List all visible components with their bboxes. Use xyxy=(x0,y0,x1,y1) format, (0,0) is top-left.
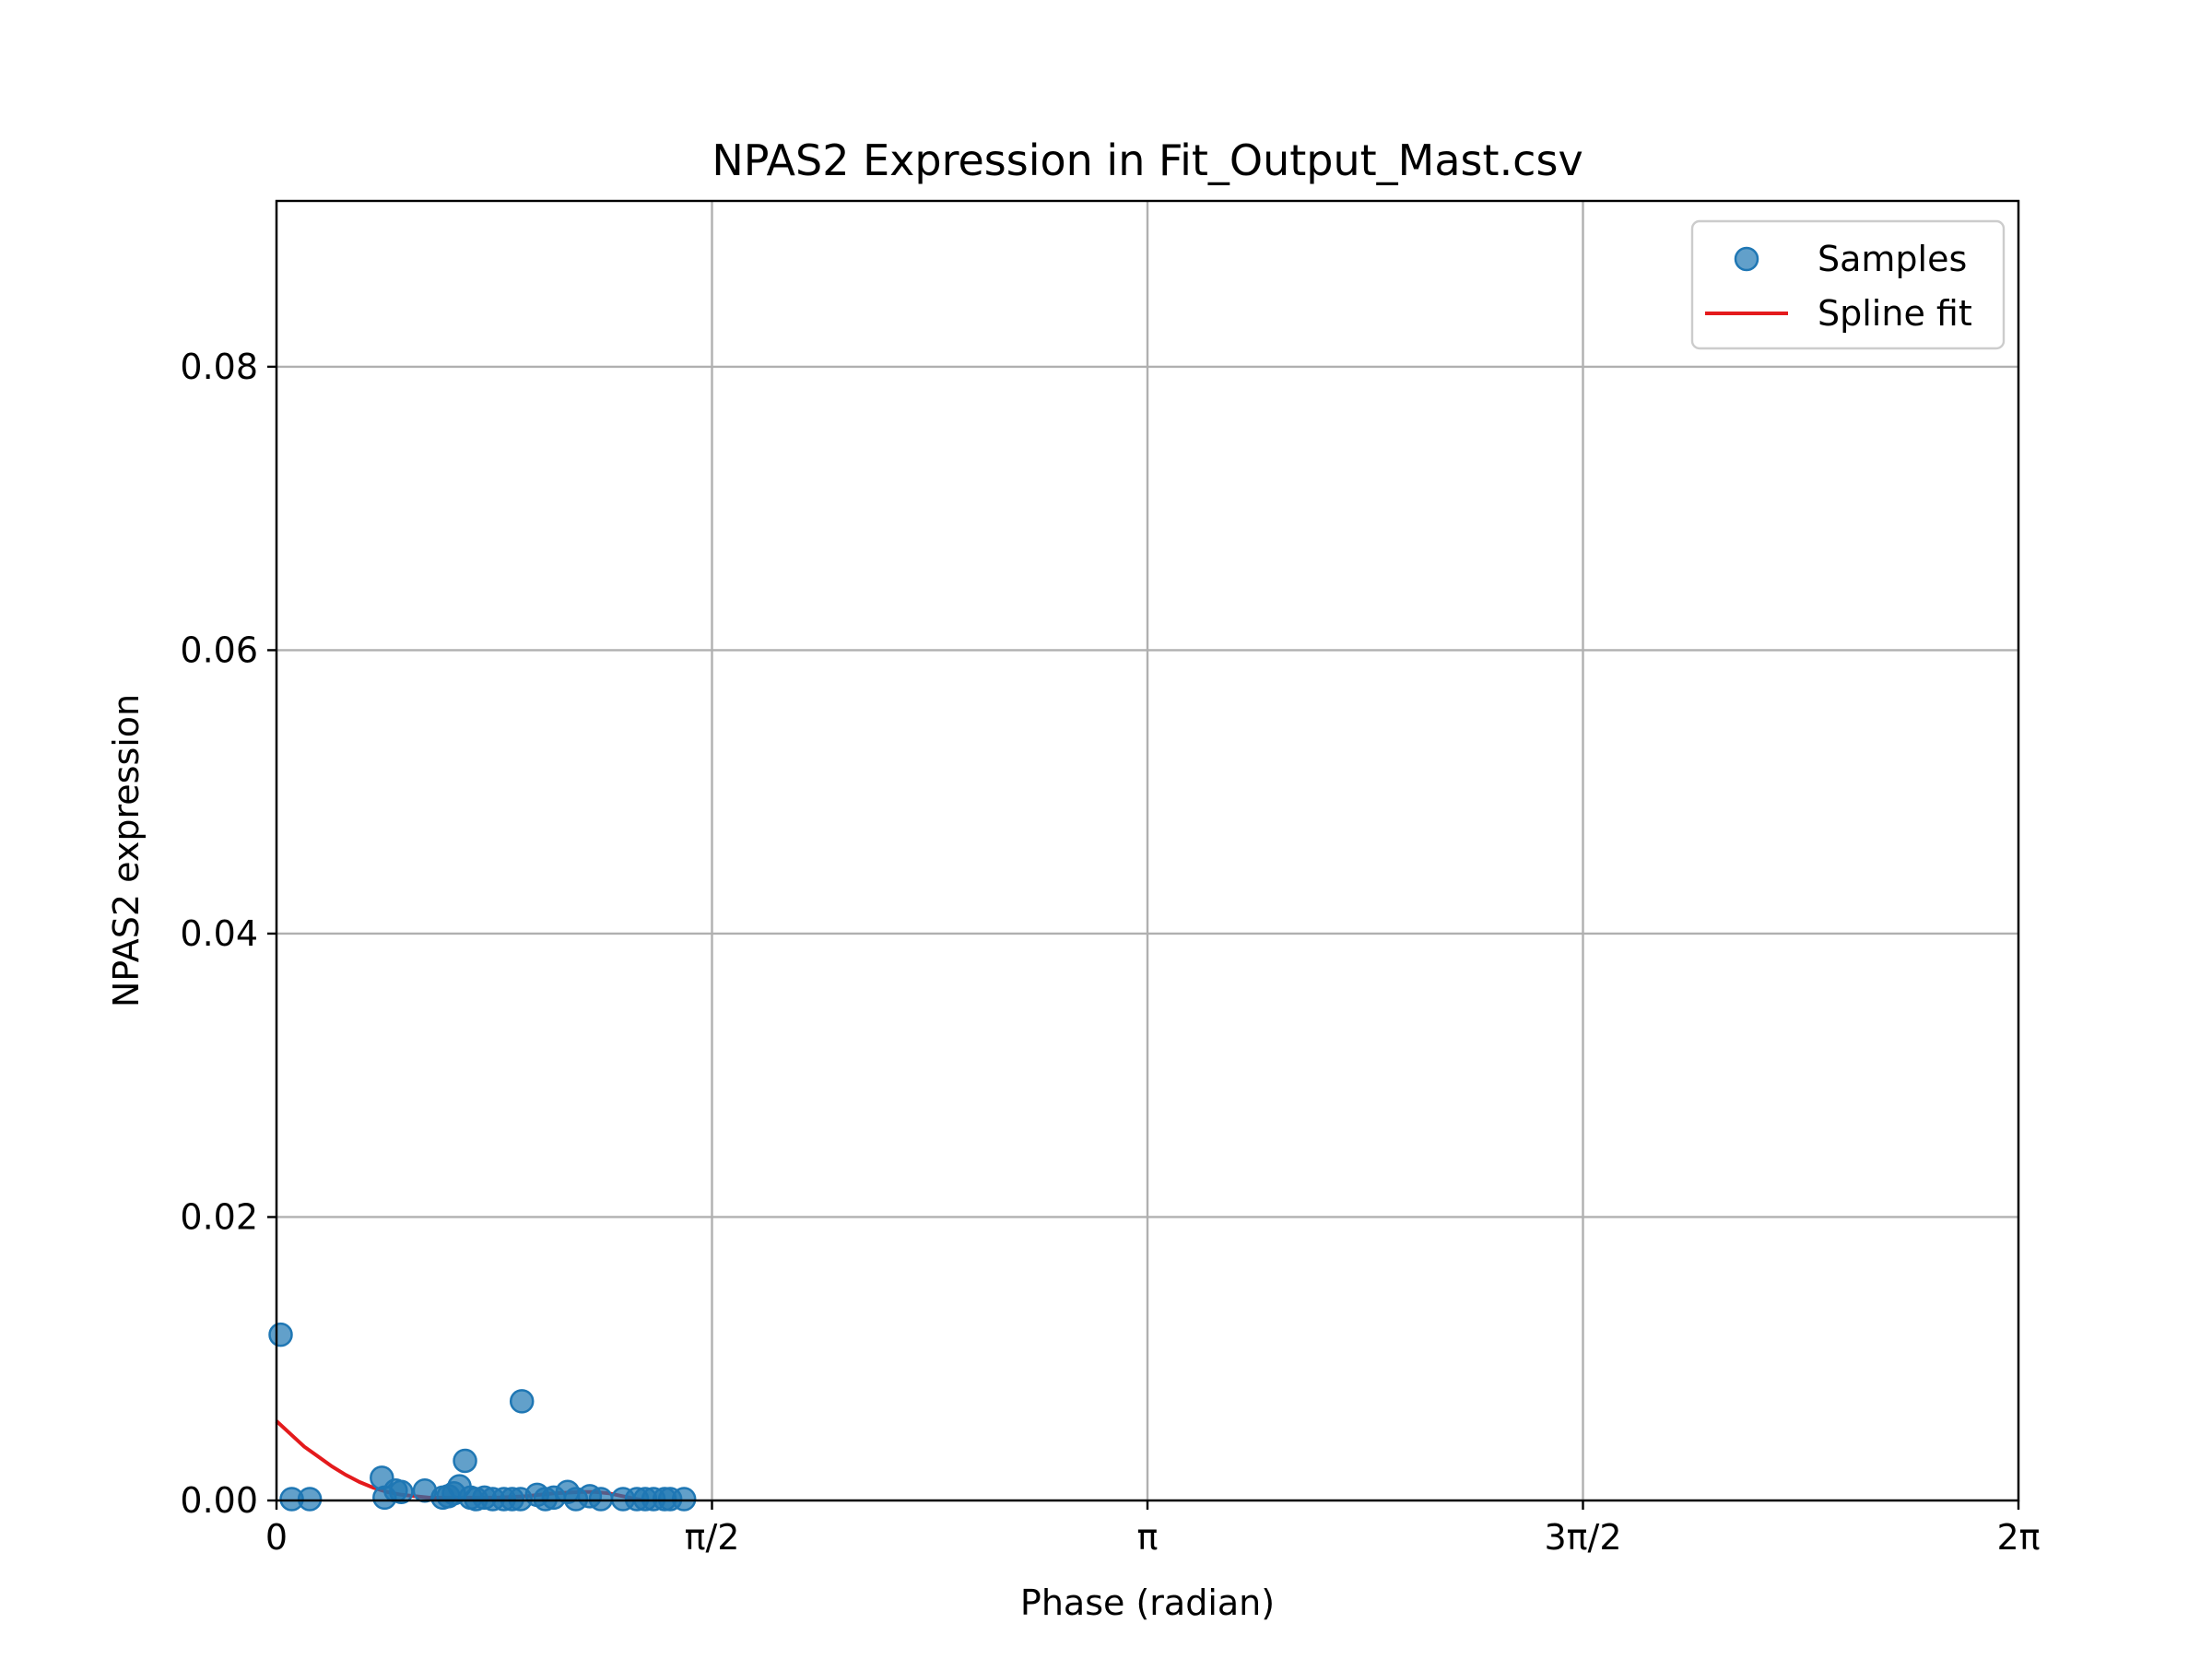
x-tick-label: π xyxy=(1137,1517,1159,1558)
x-tick-label: 0 xyxy=(265,1517,288,1558)
y-tick-label: 0.02 xyxy=(180,1196,258,1237)
x-axis-ticks: 0 π/2 π 3π/2 2π xyxy=(265,1500,2041,1558)
y-tick-label: 0.00 xyxy=(180,1480,258,1521)
x-axis-label: Phase (radian) xyxy=(1020,1583,1275,1623)
grid xyxy=(275,201,2020,1502)
x-tick-label: π/2 xyxy=(685,1517,740,1558)
legend-box xyxy=(1690,219,2006,350)
sample-point xyxy=(268,1322,293,1347)
y-tick-label: 0.04 xyxy=(180,913,258,954)
y-axis-ticks: 0.00 0.02 0.04 0.06 0.08 xyxy=(180,347,276,1521)
y-axis-label: NPAS2 expression xyxy=(106,694,147,1007)
sample-point xyxy=(671,1487,697,1512)
x-tick-label: 2π xyxy=(1996,1517,2040,1558)
sample-point xyxy=(297,1487,323,1512)
sample-point xyxy=(509,1389,535,1414)
legend: Samples Spline fit xyxy=(1690,219,2006,350)
y-tick-label: 0.06 xyxy=(180,629,258,670)
x-tick-label: 3π/2 xyxy=(1544,1517,1621,1558)
legend-samples-label: Samples xyxy=(1818,239,1967,279)
chart-title: NPAS2 Expression in Fit_Output_Mast.csv xyxy=(712,135,1583,185)
sample-point xyxy=(389,1479,414,1505)
legend-samples-marker xyxy=(1734,246,1759,272)
y-tick-label: 0.08 xyxy=(180,347,258,387)
sample-point xyxy=(588,1487,614,1512)
legend-spline-label: Spline fit xyxy=(1818,293,1972,334)
sample-point xyxy=(453,1448,477,1474)
samples-layer xyxy=(268,1322,697,1512)
